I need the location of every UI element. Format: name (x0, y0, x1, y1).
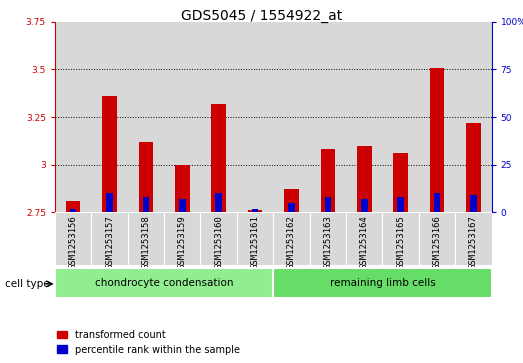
FancyBboxPatch shape (92, 212, 128, 265)
Text: GSM1253163: GSM1253163 (323, 215, 332, 269)
Bar (393, 153, 408, 212)
Bar (211, 104, 226, 212)
Text: chondrocyte condensation: chondrocyte condensation (95, 278, 233, 288)
Bar (321, 150, 335, 212)
FancyBboxPatch shape (273, 269, 492, 298)
Bar (455, 22, 492, 212)
Bar (70, 208, 76, 212)
Bar (179, 199, 186, 212)
Legend: transformed count, percentile rank within the sample: transformed count, percentile rank withi… (57, 330, 240, 355)
Text: GSM1253166: GSM1253166 (433, 215, 441, 269)
Text: GSM1253167: GSM1253167 (469, 215, 478, 269)
Text: remaining limb cells: remaining limb cells (329, 278, 435, 288)
Bar (128, 22, 164, 212)
Bar (200, 22, 237, 212)
Text: GSM1253162: GSM1253162 (287, 215, 296, 269)
FancyBboxPatch shape (128, 212, 164, 265)
Bar (248, 211, 263, 212)
Text: GSM1253164: GSM1253164 (360, 215, 369, 269)
Bar (310, 22, 346, 212)
Bar (346, 22, 382, 212)
Bar (92, 22, 128, 212)
Bar (357, 146, 371, 212)
Bar (273, 22, 310, 212)
FancyBboxPatch shape (55, 212, 92, 265)
Bar (55, 22, 92, 212)
Bar (66, 201, 81, 212)
Text: GSM1253157: GSM1253157 (105, 215, 114, 269)
Bar (164, 22, 200, 212)
Bar (237, 22, 273, 212)
FancyBboxPatch shape (237, 212, 273, 265)
Bar (325, 197, 331, 212)
Text: GSM1253161: GSM1253161 (251, 215, 259, 269)
Bar (382, 22, 419, 212)
FancyBboxPatch shape (200, 212, 237, 265)
Text: GSM1253160: GSM1253160 (214, 215, 223, 269)
FancyBboxPatch shape (346, 212, 382, 265)
Bar (434, 193, 440, 212)
Bar (419, 22, 455, 212)
FancyBboxPatch shape (273, 212, 310, 265)
Text: GSM1253159: GSM1253159 (178, 215, 187, 269)
FancyBboxPatch shape (310, 212, 346, 265)
Text: GDS5045 / 1554922_at: GDS5045 / 1554922_at (181, 9, 342, 23)
Text: GSM1253165: GSM1253165 (396, 215, 405, 269)
Bar (470, 195, 476, 212)
Bar (252, 209, 258, 212)
FancyBboxPatch shape (55, 269, 273, 298)
Bar (361, 199, 368, 212)
Text: GSM1253156: GSM1253156 (69, 215, 77, 269)
Bar (288, 203, 295, 212)
FancyBboxPatch shape (382, 212, 419, 265)
Bar (143, 197, 149, 212)
Bar (175, 165, 189, 212)
Bar (466, 123, 481, 212)
Text: GSM1253158: GSM1253158 (141, 215, 151, 269)
Bar (284, 189, 299, 212)
Bar (106, 193, 113, 212)
FancyBboxPatch shape (455, 212, 492, 265)
Bar (397, 197, 404, 212)
Text: cell type: cell type (5, 279, 50, 289)
Bar (102, 96, 117, 212)
Bar (215, 193, 222, 212)
FancyBboxPatch shape (164, 212, 200, 265)
Bar (139, 142, 153, 212)
FancyBboxPatch shape (419, 212, 455, 265)
Bar (430, 68, 445, 212)
